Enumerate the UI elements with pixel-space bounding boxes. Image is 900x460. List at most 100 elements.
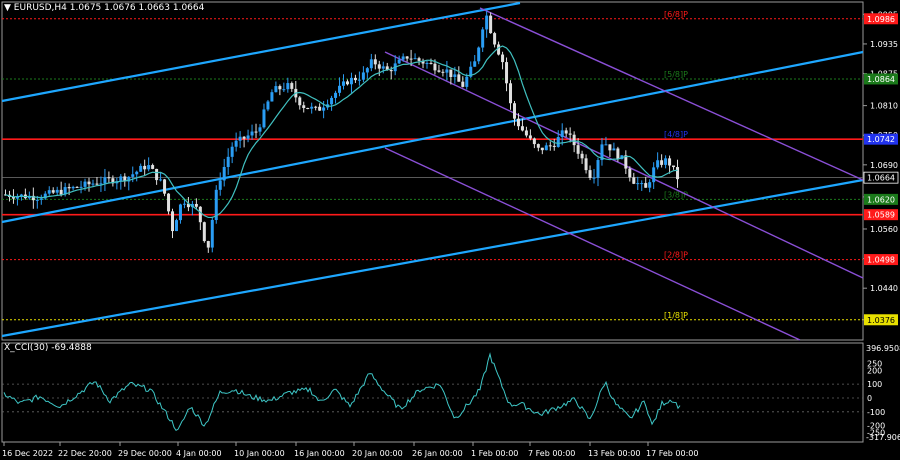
time-axis-label: 1 Feb 00:00 [471,449,518,458]
time-axis-label: 26 Jan 00:00 [412,449,463,458]
channel-purple-middle [384,51,864,279]
candle-body [334,92,338,98]
candle-body [652,167,656,183]
candle-body [194,203,198,207]
price-box-label: 1.0986 [867,15,895,24]
candle-body [111,178,115,184]
candle-body [214,189,218,220]
candle-body [660,160,664,165]
candle-body [612,148,616,151]
candle-body [532,138,536,145]
candle-body [628,168,632,178]
candle-body [59,189,63,195]
candle-body [600,144,604,161]
cci-line [3,352,681,431]
price-box [864,254,898,266]
candle-body [361,72,365,80]
candle-body [71,186,75,189]
candle-body [127,176,131,182]
candle-body [608,144,612,151]
indicator-panel-frame [1,342,864,443]
murrey-level-label: [1/8]P [664,311,688,320]
candle-body [401,56,405,60]
candle-body [250,131,254,136]
price-box-label: 1.0376 [867,316,895,325]
candle-body [520,126,524,131]
ohlc-values: 1.0675 1.0676 1.0663 1.0664 [69,3,205,13]
candle-body [222,166,226,181]
price-box [864,133,898,145]
candle-body [91,183,95,185]
candle-body [107,177,111,179]
candle-body [119,176,123,182]
price-box [864,314,898,326]
candle-body [421,60,425,64]
candle-body [83,181,87,187]
candle-body [648,182,652,188]
candle-body [556,137,560,147]
candle-body [632,177,636,184]
price-box [864,193,898,205]
candle-body [159,179,163,181]
candle-body [206,241,210,248]
candle-body [505,62,509,84]
candle-body [238,136,242,141]
candle-body [63,187,67,195]
candle-body [322,107,326,111]
candle-body [286,83,290,90]
candle-body [604,144,608,146]
candle-body [262,109,266,128]
candle-body [282,89,286,91]
candle-body [218,180,222,190]
candle-body [528,135,532,139]
candle-body [302,105,306,108]
candle-body [477,47,481,62]
candle-body [584,158,588,171]
price-axis-label: 1.0810 [870,102,898,111]
candle-body [385,66,389,71]
candle-body [473,61,477,67]
candle-body [493,33,497,45]
moving-average-line [5,45,678,219]
dropdown-triangle-icon[interactable]: ▼ [4,3,11,13]
candle-body [676,167,680,180]
channel-blue-upper [1,1,521,103]
candle-body [668,158,672,166]
price-box [864,209,898,221]
candle-body [449,69,453,78]
candle-body [656,160,660,168]
channel-purple-lower [384,147,801,341]
candle-body [266,101,270,110]
price-box-label: 1.0664 [867,174,895,183]
candle-body [465,76,469,87]
candle-body [274,86,278,93]
candle-body [389,70,393,72]
candle-body [234,140,238,147]
cci-axis-label: 250 [867,359,882,368]
candle-body [139,165,143,172]
candle-body [31,195,35,201]
time-axis-label: 20 Jan 00:00 [352,449,403,458]
candle-body [51,190,55,193]
candle-body [580,153,584,159]
murrey-level-label: [3/8]P [664,190,688,199]
cci-axis-label: -250 [867,429,885,438]
candle-body [67,187,71,189]
candle-body [469,66,473,77]
price-box-label: 1.0589 [867,211,895,220]
candle-body [278,86,282,90]
candle-body [441,71,445,73]
candle-body [640,183,644,185]
price-box [864,13,898,25]
cci-axis-bottom: -317.9063 [866,433,900,442]
candle-body [489,15,493,34]
candle-body [103,177,107,184]
candle-body [624,155,628,169]
chart-title: ▼ EURUSD,H4 1.0675 1.0676 1.0663 1.0664 [4,3,204,13]
candle-body [409,58,413,60]
candle-body [548,145,552,147]
candle-body [342,81,345,86]
candle-body [672,165,676,168]
candle-body [413,58,417,60]
